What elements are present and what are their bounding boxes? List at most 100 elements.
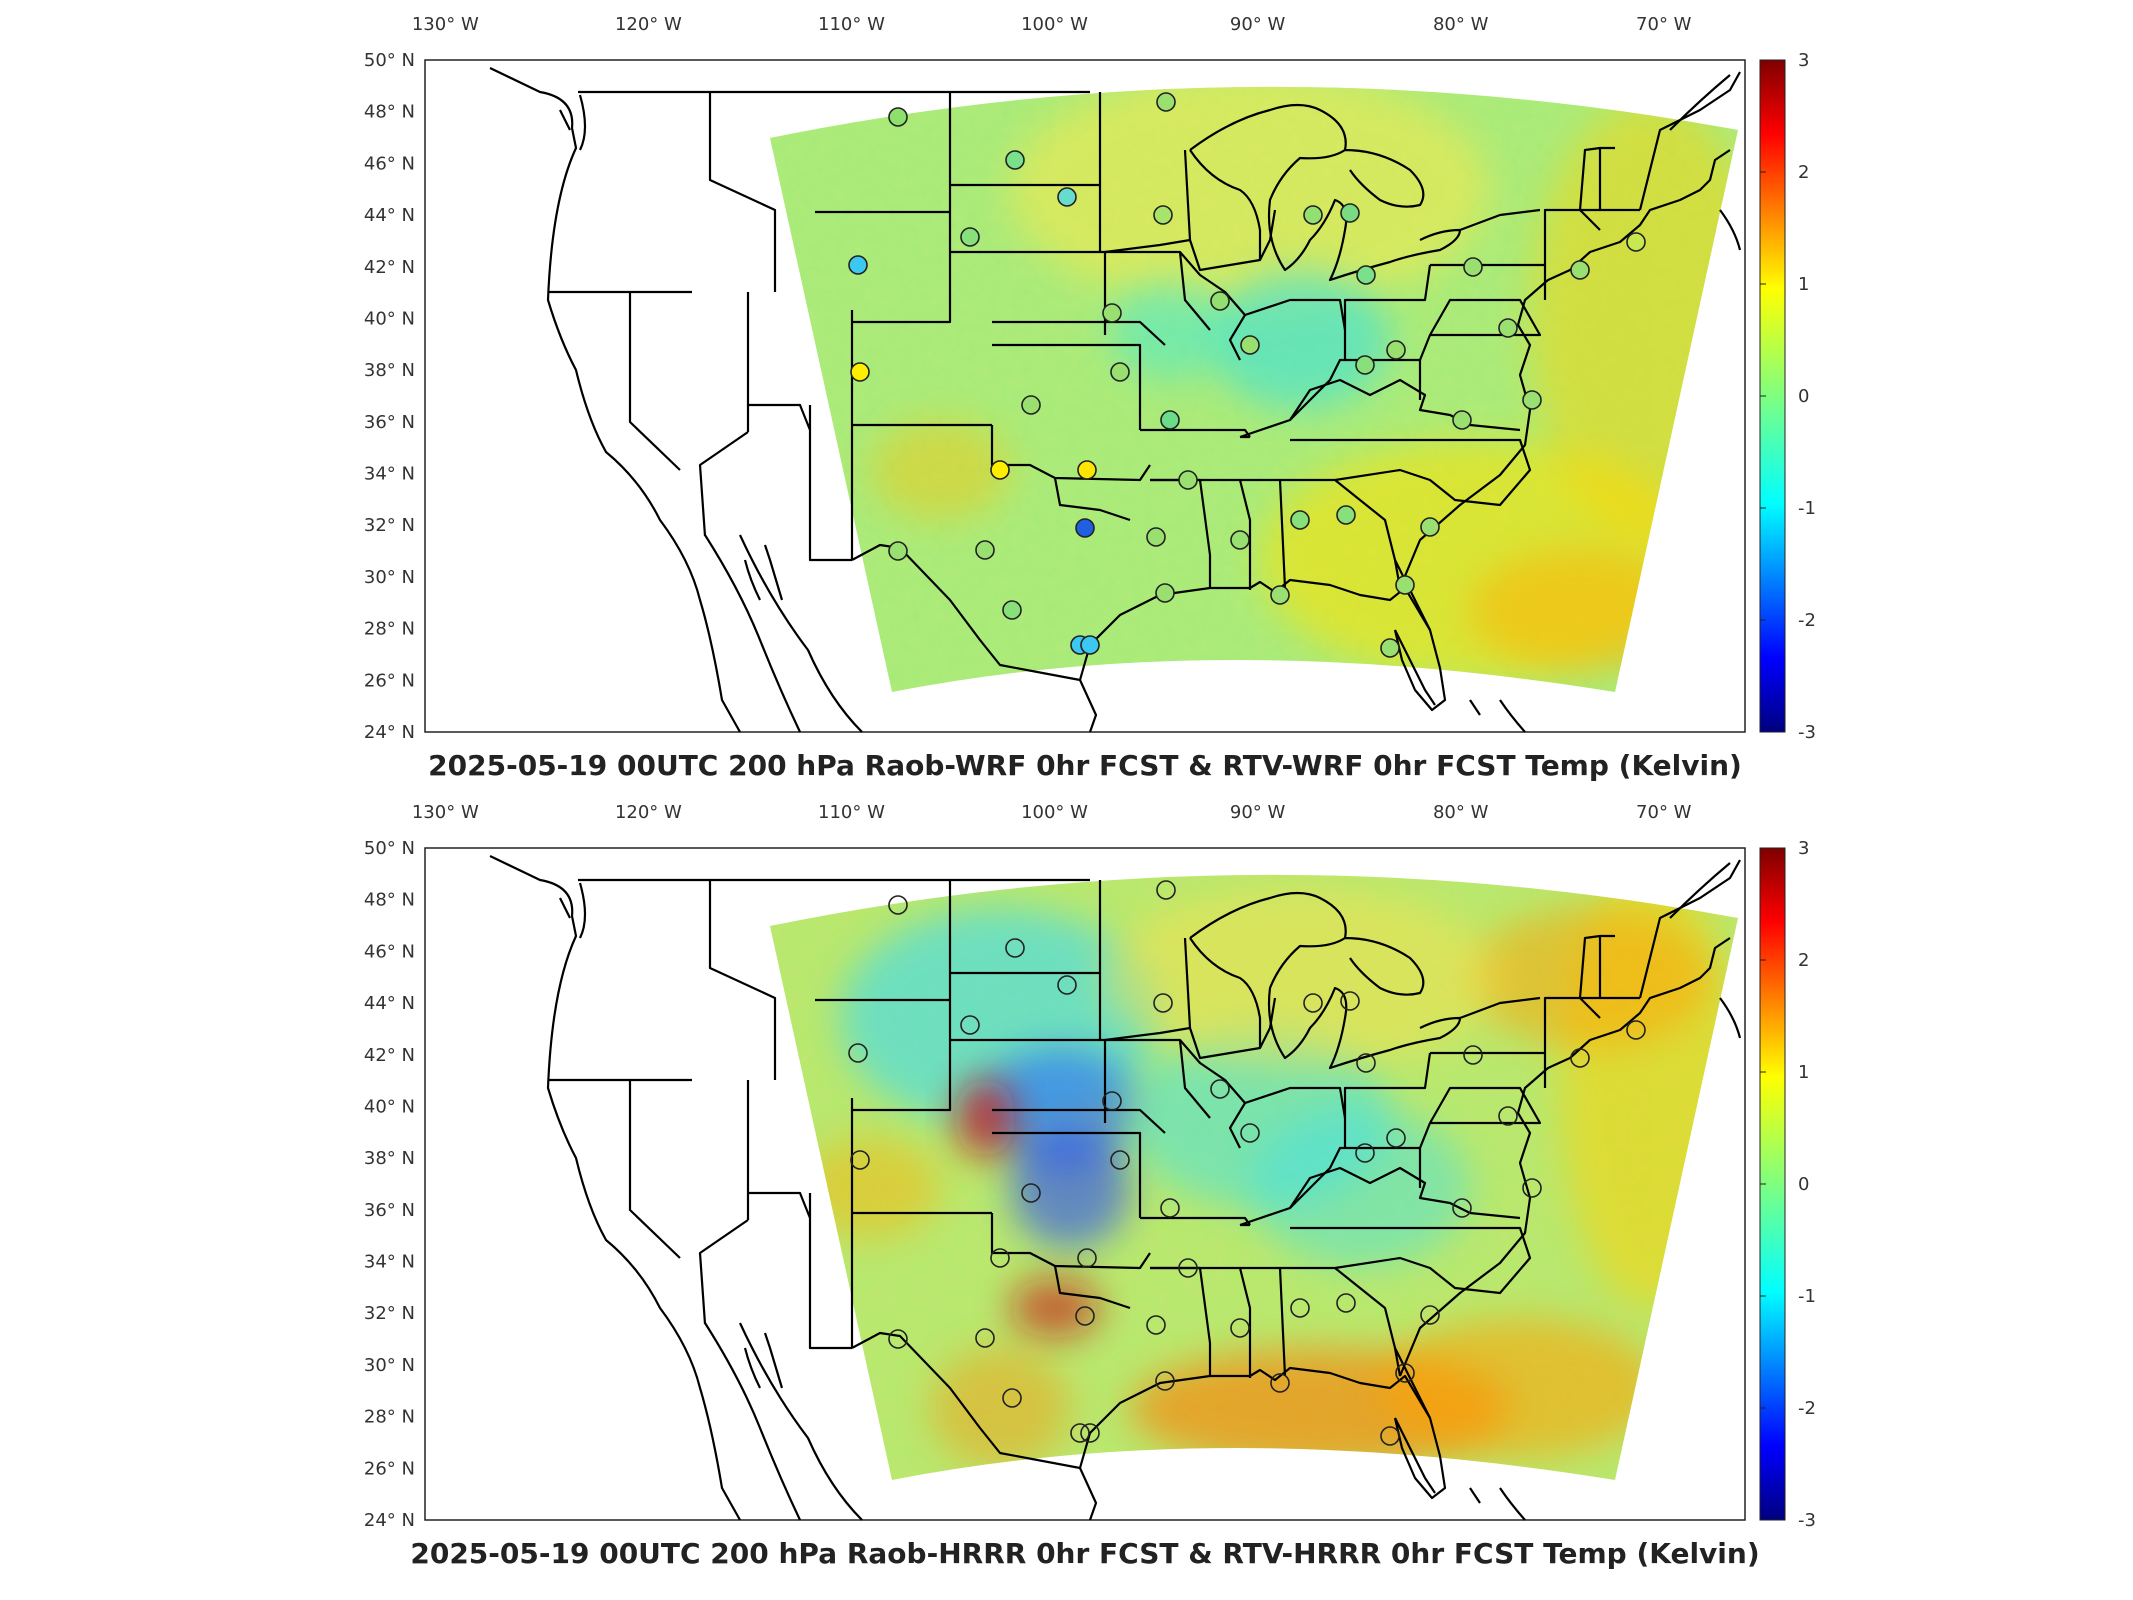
lat-tick-label: 46° N [364, 153, 415, 174]
station-marker [1005, 150, 1025, 170]
station-marker [1075, 518, 1095, 538]
gulf-coast [1078, 1366, 1447, 1521]
baja-east [739, 1322, 863, 1521]
florida [1394, 1417, 1436, 1494]
station-marker [1005, 938, 1025, 958]
longitude-ticks: 130° W 120° W 110° W 100° W 90° W 80° W 70° W [412, 802, 1692, 823]
colorbar-tick-label: 0 [1798, 1174, 1809, 1195]
station-marker [1155, 1371, 1175, 1391]
station-marker [1395, 575, 1415, 595]
domain-field [770, 86, 1738, 692]
panel-title: 2025-05-19 00UTC 200 hPa Raob-WRF 0hr FC… [428, 749, 1742, 782]
station-marker [1153, 205, 1173, 225]
kentucky-tennessee [1239, 1166, 1521, 1227]
map-panel-wrf: 3 2 1 0 -1 -2 -3 130° W 120° W 110° W 100° W 90° W… [364, 14, 1816, 782]
station-marker [1057, 187, 1077, 207]
station-marker [1356, 265, 1376, 285]
south-states [1150, 435, 1532, 590]
geographic-boundaries [489, 67, 1742, 733]
station-marker [1380, 638, 1400, 658]
baja-islands [743, 544, 784, 601]
station-marker [1146, 1315, 1166, 1335]
station-marker [1498, 318, 1518, 338]
station-marker [1230, 530, 1250, 550]
lat-tick-label: 28° N [364, 1407, 415, 1428]
station-marker [1420, 517, 1440, 537]
station-marker [1156, 92, 1176, 112]
lat-tick-label: 48° N [364, 102, 415, 123]
station-marker [888, 1329, 908, 1349]
bahamas [1469, 1487, 1526, 1521]
state-lines-central [815, 92, 1251, 482]
florida [1394, 629, 1436, 706]
bahamas [1469, 699, 1526, 733]
station-marker [1080, 1423, 1100, 1443]
station-marker [888, 107, 908, 127]
lon-tick-label: 70° W [1636, 14, 1692, 35]
station-marker [960, 227, 980, 247]
station-marker [1356, 1053, 1376, 1073]
station-marker [1420, 1305, 1440, 1325]
baja-east [739, 534, 863, 733]
lon-tick-label: 90° W [1230, 14, 1286, 35]
lat-tick-label: 38° N [364, 1148, 415, 1169]
colorbar-tick-label: -1 [1798, 498, 1816, 519]
station-marker [1303, 205, 1323, 225]
station-marker [1452, 410, 1472, 430]
washington-puget [559, 94, 587, 151]
station-marker [1522, 390, 1542, 410]
colorbar-tick-label: 3 [1798, 838, 1809, 859]
latitude-ticks: 50° N 48° N 46° N 44° N 42° N 40° N 38° N 36° N… [364, 50, 415, 743]
station-marker [1240, 1123, 1260, 1143]
station-marker [848, 255, 868, 275]
lat-tick-label: 38° N [364, 360, 415, 381]
station-marker [1210, 291, 1230, 311]
colorbar-tick-label: -2 [1798, 1398, 1816, 1419]
great-lakes [1189, 103, 1462, 282]
station-marker [848, 1043, 868, 1063]
station-marker [975, 540, 995, 560]
lat-tick-label: 36° N [364, 412, 415, 433]
map-panel-hrrr: 3 2 1 0 -1 -2 -3 130° W 120° W 110° W 100° W 90° W… [364, 802, 1816, 1570]
colorbar-tick-label: -3 [1798, 1510, 1816, 1531]
station-marker [1355, 355, 1375, 375]
station-marker [1080, 635, 1100, 655]
station-marker [1070, 1423, 1090, 1443]
domain-field [770, 874, 1738, 1480]
atlantic-coast [1394, 937, 1731, 1419]
colorbar-tick-label: 1 [1798, 1062, 1809, 1083]
baja-peninsula [704, 534, 801, 733]
station-marker [1210, 1079, 1230, 1099]
station-marker [1336, 505, 1356, 525]
station-marker [1340, 991, 1360, 1011]
station-marker [1340, 203, 1360, 223]
lon-tick-label: 120° W [615, 14, 682, 35]
lat-tick-label: 44° N [364, 993, 415, 1014]
station-marker [1463, 257, 1483, 277]
baja-peninsula [704, 1322, 801, 1521]
colorbar: 3 2 1 0 -1 -2 -3 [1759, 50, 1816, 743]
station-marker [1230, 1318, 1250, 1338]
lon-tick-label: 130° W [412, 14, 479, 35]
lon-tick-label: 130° W [412, 802, 479, 823]
station-marker [1522, 1178, 1542, 1198]
colorbar-tick-label: 1 [1798, 274, 1809, 295]
station-marker [1102, 303, 1122, 323]
upper-midwest [1104, 238, 1347, 360]
station-marker [1057, 975, 1077, 995]
station-marker [1290, 1298, 1310, 1318]
station-marker [1021, 395, 1041, 415]
washington-puget [559, 882, 587, 939]
lon-tick-label: 100° W [1021, 802, 1088, 823]
baja-islands [743, 1332, 784, 1389]
station-marker [1155, 583, 1175, 603]
lat-tick-label: 34° N [364, 464, 415, 485]
lat-tick-label: 34° N [364, 1252, 415, 1273]
station-marker [1146, 527, 1166, 547]
upper-michigan [1183, 937, 1277, 1060]
station-marker [1452, 1198, 1472, 1218]
gulf-coast [1078, 578, 1447, 733]
station-marker [888, 541, 908, 561]
lon-tick-label: 110° W [818, 802, 885, 823]
lat-tick-label: 48° N [364, 890, 415, 911]
